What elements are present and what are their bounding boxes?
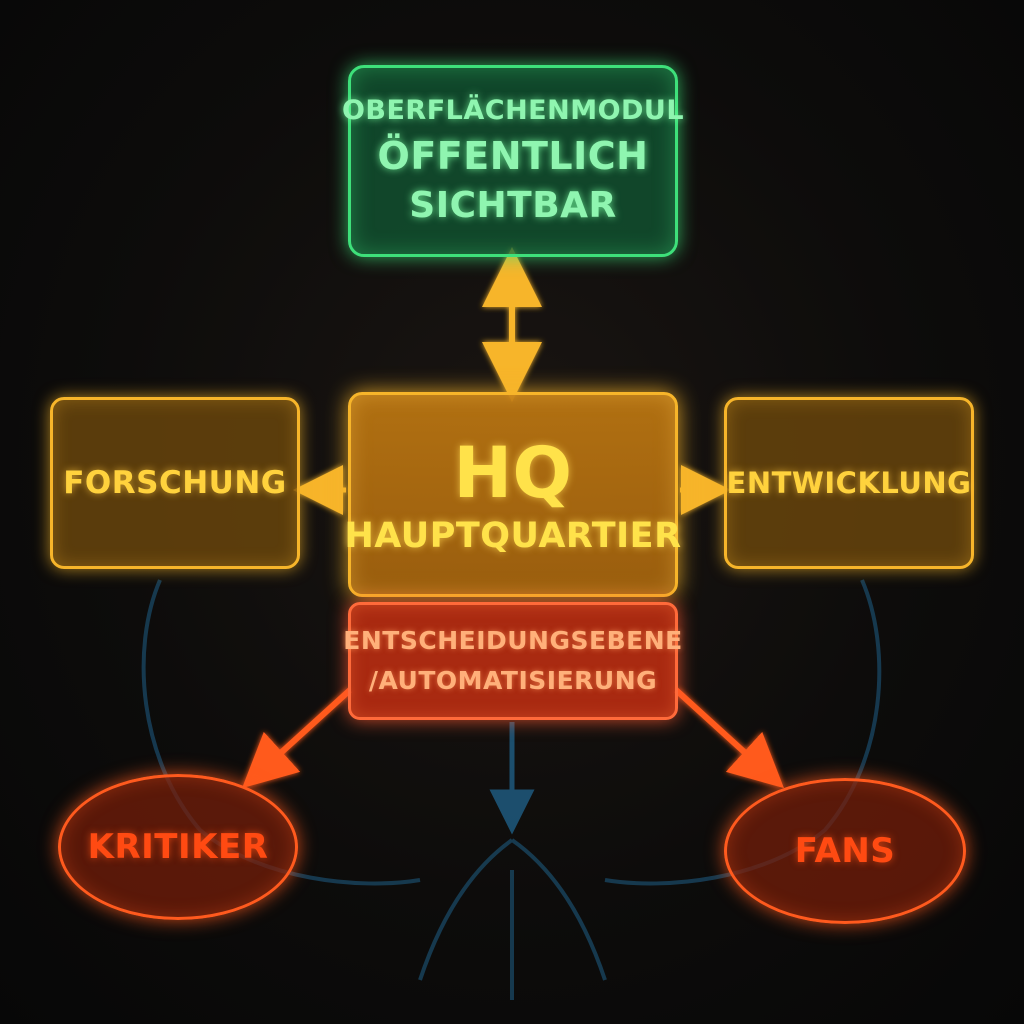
hq-title: HQ (453, 431, 573, 514)
decision-fans-arrow (673, 687, 784, 789)
faint-branch-2 (510, 838, 607, 981)
headquarters-node: HQ HAUPTQUARTIER (344, 392, 681, 597)
decision-critics-arrow (242, 687, 353, 789)
surface-module-node: OBERFLÄCHENMODUL ÖFFENTLICH SICHTBAR (342, 65, 684, 257)
decision-layer-node: ENTSCHEIDUNGSEBENE /AUTOMATISIERUNG (343, 602, 682, 720)
critics-node: KRITIKER (58, 774, 298, 920)
critics-label: KRITIKER (87, 827, 269, 867)
development-label: ENTWICKLUNG (726, 466, 972, 500)
fans-node: FANS (724, 778, 966, 924)
development-node: ENTWICKLUNG (724, 397, 974, 569)
public-label: ÖFFENTLICH (377, 134, 649, 178)
visible-label: SICHTBAR (409, 185, 617, 226)
research-label: FORSCHUNG (63, 465, 287, 501)
hq-subtitle: HAUPTQUARTIER (344, 515, 682, 556)
research-node: FORSCHUNG (50, 397, 300, 569)
faint-branch-1 (418, 838, 514, 981)
surface-module-label: OBERFLÄCHENMODUL (341, 95, 685, 126)
decision-label-line1: ENTSCHEIDUNGSEBENE (343, 626, 683, 655)
fans-label: FANS (794, 831, 896, 871)
decision-label-line2: /AUTOMATISIERUNG (368, 666, 658, 695)
